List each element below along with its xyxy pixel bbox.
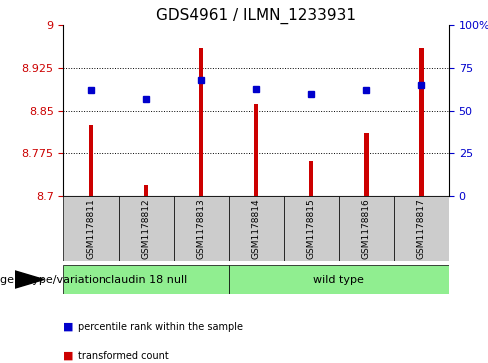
Text: percentile rank within the sample: percentile rank within the sample — [78, 322, 243, 332]
Bar — [229, 196, 284, 261]
Bar — [394, 196, 449, 261]
Bar — [144, 185, 148, 196]
Bar — [419, 48, 424, 196]
Bar — [63, 196, 119, 261]
Text: GSM1178815: GSM1178815 — [307, 198, 316, 259]
Bar — [174, 196, 229, 261]
Text: GSM1178811: GSM1178811 — [86, 198, 96, 259]
Text: GSM1178814: GSM1178814 — [252, 198, 261, 259]
Text: GSM1178812: GSM1178812 — [142, 198, 151, 259]
Bar — [229, 265, 449, 294]
Bar — [199, 48, 203, 196]
Bar — [284, 196, 339, 261]
Title: GDS4961 / ILMN_1233931: GDS4961 / ILMN_1233931 — [156, 8, 356, 24]
Bar — [309, 161, 313, 196]
Bar — [254, 104, 259, 196]
Polygon shape — [15, 271, 44, 288]
Text: GSM1178817: GSM1178817 — [417, 198, 426, 259]
Text: claudin 18 null: claudin 18 null — [105, 274, 187, 285]
Text: wild type: wild type — [313, 274, 364, 285]
Text: GSM1178816: GSM1178816 — [362, 198, 371, 259]
Text: ■: ■ — [63, 322, 74, 332]
Text: genotype/variation: genotype/variation — [0, 274, 109, 285]
Bar — [119, 196, 174, 261]
Bar — [89, 125, 93, 196]
Text: GSM1178813: GSM1178813 — [197, 198, 205, 259]
Text: transformed count: transformed count — [78, 351, 169, 361]
Bar — [63, 265, 229, 294]
Text: ■: ■ — [63, 351, 74, 361]
Bar — [364, 134, 368, 196]
Bar — [339, 196, 394, 261]
